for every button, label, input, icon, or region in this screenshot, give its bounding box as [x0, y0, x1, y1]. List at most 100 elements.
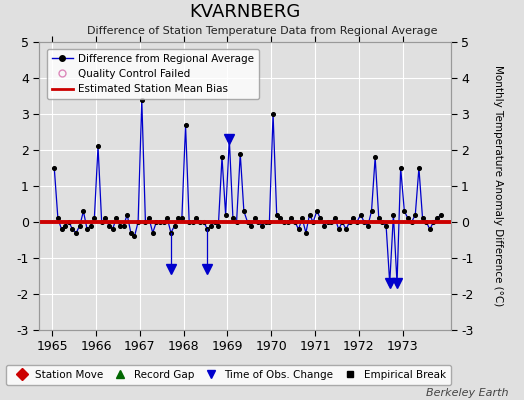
Point: [79, 208, 88, 214]
Point: [414, 165, 423, 171]
Point: [429, 219, 438, 225]
Point: [331, 215, 339, 222]
Point: [200, 219, 208, 225]
Point: [145, 215, 153, 222]
Point: [141, 219, 150, 225]
Point: [75, 222, 84, 229]
Point: [159, 219, 168, 225]
Point: [342, 226, 350, 232]
Point: [185, 219, 193, 225]
Point: [393, 280, 401, 286]
Point: [382, 222, 390, 229]
Point: [214, 222, 223, 229]
Point: [94, 143, 102, 150]
Point: [64, 219, 73, 225]
Point: [404, 215, 412, 222]
Point: [261, 219, 270, 225]
Point: [334, 226, 343, 232]
Point: [367, 208, 376, 214]
Point: [138, 96, 146, 103]
Point: [83, 226, 91, 232]
Point: [225, 136, 234, 142]
Point: [425, 226, 434, 232]
Point: [236, 150, 244, 157]
Point: [433, 215, 441, 222]
Text: Berkeley Earth: Berkeley Earth: [426, 388, 508, 398]
Point: [211, 219, 219, 225]
Point: [287, 215, 296, 222]
Point: [324, 219, 332, 225]
Point: [119, 222, 128, 229]
Point: [123, 212, 132, 218]
Point: [203, 226, 212, 232]
Point: [302, 230, 310, 236]
Point: [258, 222, 266, 229]
Point: [50, 165, 59, 171]
Point: [178, 215, 186, 222]
Legend: Station Move, Record Gap, Time of Obs. Change, Empirical Break: Station Move, Record Gap, Time of Obs. C…: [6, 365, 451, 385]
Point: [196, 219, 204, 225]
Point: [254, 219, 263, 225]
Point: [170, 222, 179, 229]
Point: [316, 215, 325, 222]
Point: [156, 219, 164, 225]
Point: [148, 230, 157, 236]
Point: [174, 215, 182, 222]
Point: [250, 215, 259, 222]
Point: [105, 222, 113, 229]
Point: [269, 111, 277, 117]
Point: [360, 219, 368, 225]
Point: [345, 219, 354, 225]
Point: [436, 212, 445, 218]
Point: [72, 230, 80, 236]
Point: [364, 222, 372, 229]
Point: [389, 212, 398, 218]
Point: [411, 212, 420, 218]
Y-axis label: Monthly Temperature Anomaly Difference (°C): Monthly Temperature Anomaly Difference (…: [493, 65, 503, 307]
Point: [207, 222, 215, 229]
Point: [167, 230, 175, 236]
Point: [400, 208, 409, 214]
Point: [272, 212, 281, 218]
Point: [218, 154, 226, 160]
Point: [298, 215, 307, 222]
Point: [232, 219, 241, 225]
Point: [86, 222, 95, 229]
Point: [229, 215, 237, 222]
Point: [397, 165, 405, 171]
Point: [371, 154, 379, 160]
Point: [378, 219, 387, 225]
Point: [356, 212, 365, 218]
Point: [305, 212, 314, 218]
Point: [243, 219, 252, 225]
Point: [239, 208, 248, 214]
Point: [61, 222, 69, 229]
Point: [181, 122, 190, 128]
Point: [90, 215, 99, 222]
Point: [116, 222, 124, 229]
Point: [276, 215, 285, 222]
Point: [320, 222, 328, 229]
Point: [265, 219, 274, 225]
Point: [163, 215, 171, 222]
Point: [192, 215, 201, 222]
Point: [247, 222, 255, 229]
Point: [68, 226, 77, 232]
Point: [101, 215, 110, 222]
Point: [313, 208, 321, 214]
Point: [375, 215, 383, 222]
Point: [338, 219, 346, 225]
Point: [222, 212, 230, 218]
Point: [152, 219, 160, 225]
Point: [291, 219, 299, 225]
Point: [130, 233, 139, 240]
Text: Difference of Station Temperature Data from Regional Average: Difference of Station Temperature Data f…: [87, 26, 437, 36]
Point: [108, 226, 117, 232]
Point: [408, 219, 416, 225]
Point: [127, 230, 135, 236]
Point: [283, 219, 292, 225]
Point: [53, 215, 62, 222]
Point: [386, 280, 394, 286]
Point: [189, 219, 197, 225]
Point: [294, 226, 303, 232]
